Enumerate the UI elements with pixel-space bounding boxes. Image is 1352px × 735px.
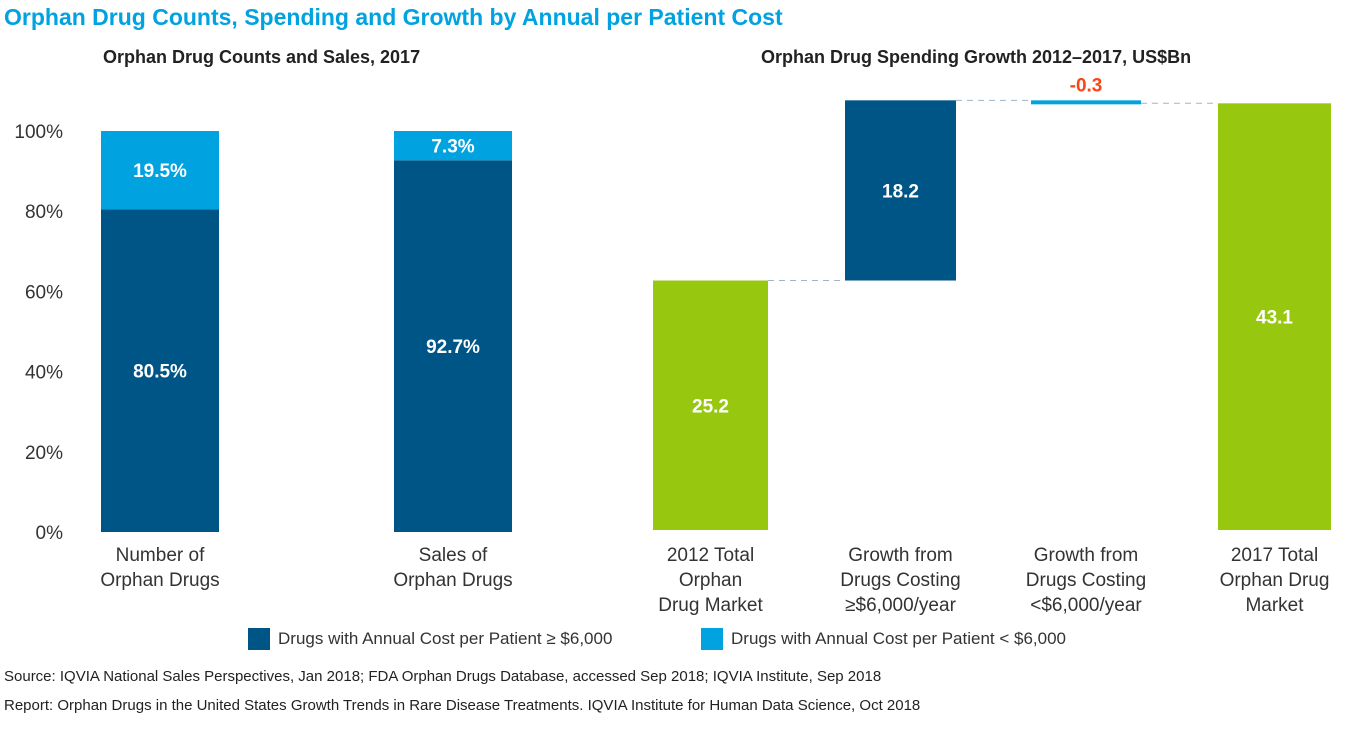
right-chart-title: Orphan Drug Spending Growth 2012–2017, U… [761,47,1192,67]
x-tick-label: Growth from [848,545,953,566]
legend-swatch-low-cost [701,628,723,650]
data-label: 7.3% [431,137,474,158]
y-tick-label: 40% [25,363,63,384]
x-tick-label: <$6,000/year [1030,595,1142,616]
x-tick-label: Growth from [1034,545,1139,566]
data-label: -0.3 [1070,75,1103,96]
x-tick-label: Orphan Drugs [100,570,219,591]
data-label: 80.5% [133,362,187,383]
x-tick-label: 2017 Total [1231,545,1318,566]
x-tick-label: Drugs Costing [1026,570,1146,591]
legend-swatch-high-cost [248,628,270,650]
bar-segment [394,160,512,532]
data-label: 92.7% [426,337,480,358]
y-tick-label: 80% [25,202,63,223]
source-note: Source: IQVIA National Sales Perspective… [4,668,882,685]
legend-item-low-cost: Drugs with Annual Cost per Patient < $6,… [701,628,1066,650]
waterfall-bar [653,280,768,530]
x-tick-label: Sales of [419,545,488,566]
legend-label-high-cost: Drugs with Annual Cost per Patient ≥ $6,… [278,629,613,648]
report-note: Report: Orphan Drugs in the United State… [4,697,921,714]
x-tick-label: Orphan [679,570,742,591]
x-tick-label: ≥$6,000/year [845,595,956,616]
x-tick-label: Number of [116,545,205,566]
bar-segment [101,131,219,210]
data-label: 19.5% [133,161,187,182]
waterfall-bar [1218,103,1331,530]
bar-segment [101,209,219,532]
legend-label-low-cost: Drugs with Annual Cost per Patient < $6,… [731,629,1067,648]
y-tick-label: 20% [25,443,63,464]
x-tick-label: Market [1245,595,1304,616]
x-tick-label: 2012 Total [667,545,754,566]
y-tick-label: 60% [25,282,63,303]
left-chart-title: Orphan Drug Counts and Sales, 2017 [103,47,421,67]
waterfall-bar [1031,100,1141,105]
y-tick-label: 0% [36,523,64,544]
data-label: 18.2 [882,181,919,202]
bar-segment [394,131,512,161]
x-tick-label: Orphan Drug [1220,570,1330,591]
x-tick-label: Drugs Costing [840,570,960,591]
y-tick-label: 100% [14,122,63,143]
data-label: 25.2 [692,396,729,417]
x-tick-label: Drug Market [658,595,763,616]
x-tick-label: Orphan Drugs [393,570,512,591]
legend-item-high-cost: Drugs with Annual Cost per Patient ≥ $6,… [248,628,612,650]
chart-title: Orphan Drug Counts, Spending and Growth … [4,4,783,30]
data-label: 43.1 [1256,308,1293,329]
waterfall-bar [845,100,956,281]
